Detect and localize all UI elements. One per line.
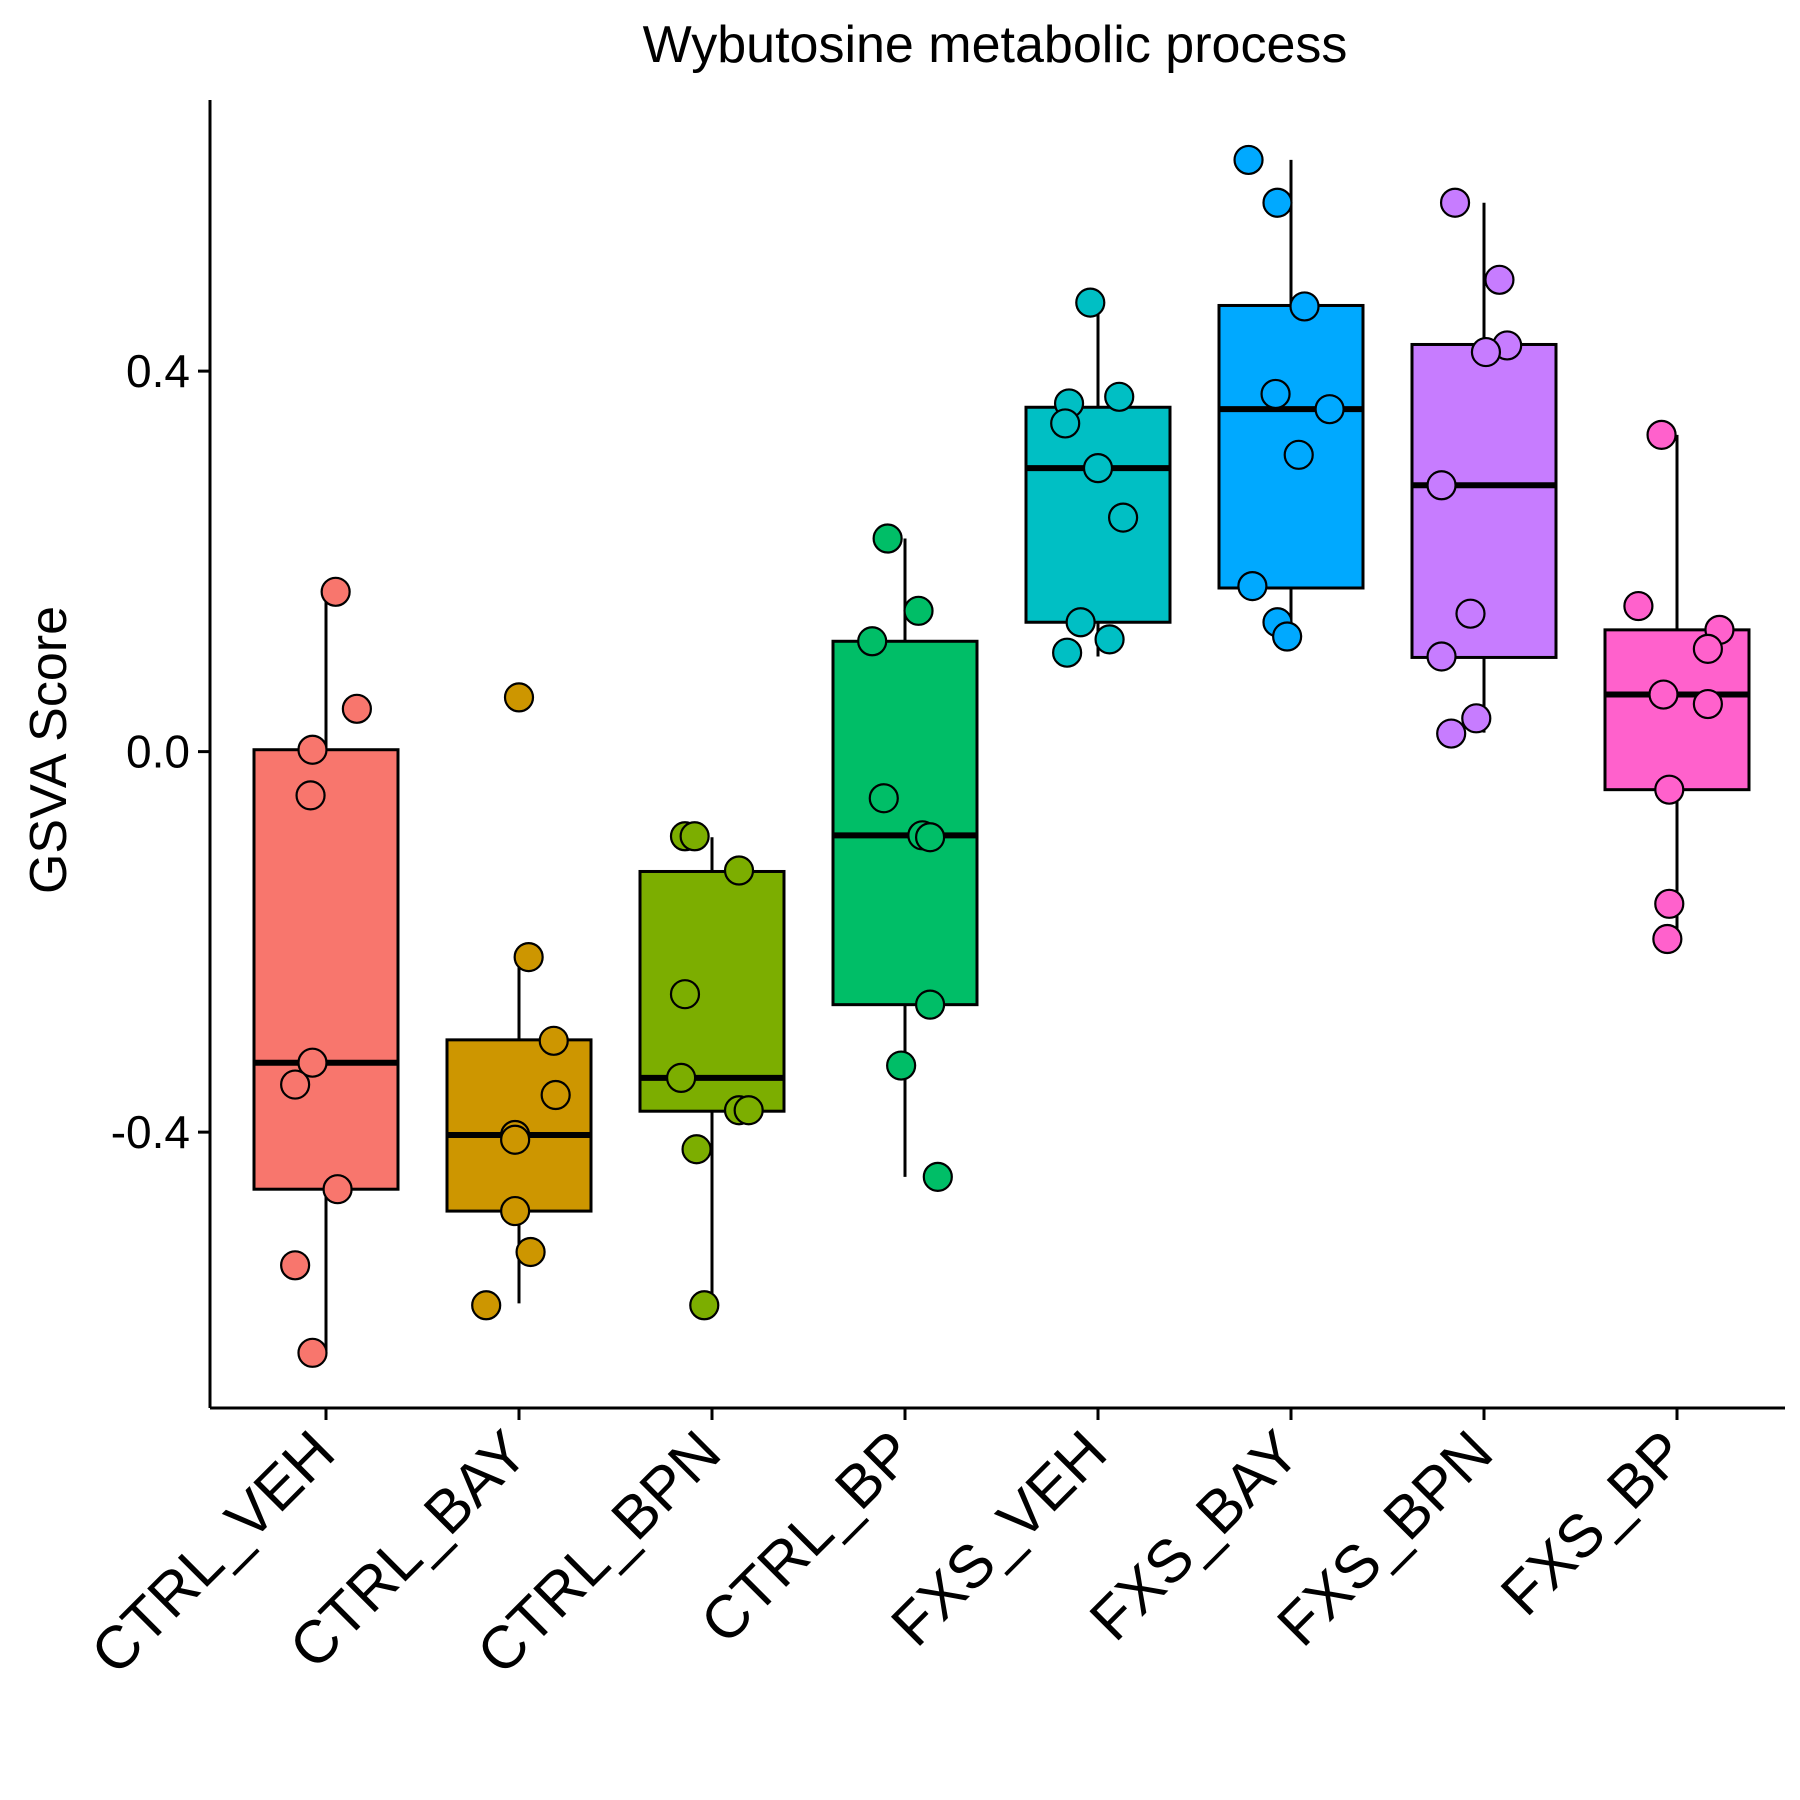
data-point <box>1314 394 1345 425</box>
data-point <box>297 1337 328 1368</box>
data-point <box>515 1236 546 1268</box>
box-body <box>638 869 786 1113</box>
data-point <box>1272 621 1303 652</box>
data-point <box>297 1047 328 1078</box>
data-point <box>540 1079 571 1111</box>
box-body <box>252 748 400 1191</box>
data-point <box>666 1062 697 1094</box>
data-point <box>280 1069 311 1100</box>
data-point <box>500 1195 531 1227</box>
data-point <box>733 1095 764 1126</box>
data-point <box>903 595 934 626</box>
box-fxs-veh <box>1024 304 1172 657</box>
data-point <box>1283 439 1314 470</box>
data-point <box>1426 641 1457 672</box>
data-point <box>1648 679 1679 710</box>
data-point <box>1107 502 1139 533</box>
data-point <box>1237 571 1268 602</box>
data-point <box>1439 187 1471 218</box>
data-point <box>689 1290 720 1321</box>
data-point <box>1461 703 1492 734</box>
data-point <box>1436 718 1467 749</box>
y-tick-label: 0.0 <box>126 726 190 778</box>
data-point <box>857 626 888 657</box>
data-point <box>1065 607 1096 638</box>
data-point <box>1654 888 1685 919</box>
box-ctrl-veh <box>252 589 400 1351</box>
data-point <box>322 1174 353 1205</box>
data-point <box>1052 637 1083 668</box>
data-point <box>513 941 544 973</box>
box-fxs-bpn <box>1410 202 1558 733</box>
data-point <box>500 1124 531 1155</box>
box-ctrl-bp <box>831 538 979 1177</box>
data-point <box>914 822 946 853</box>
data-point <box>1262 187 1293 218</box>
data-point <box>914 989 946 1020</box>
y-tick-label: -0.4 <box>111 1106 190 1158</box>
data-points <box>280 144 1735 1368</box>
data-point <box>1260 378 1291 410</box>
data-point <box>1692 633 1723 664</box>
box-body <box>831 639 979 1007</box>
data-point <box>341 693 372 724</box>
data-point <box>1233 144 1264 176</box>
data-point <box>1623 590 1654 622</box>
data-point <box>1692 688 1723 720</box>
x-tick-label: FXS_BP <box>1488 1418 1698 1628</box>
data-point <box>1426 470 1457 501</box>
box-ctrl-bpn <box>638 837 786 1304</box>
data-point <box>1455 598 1486 629</box>
data-point <box>872 523 903 554</box>
data-point <box>1289 291 1320 322</box>
data-point <box>723 855 755 886</box>
data-point <box>868 783 899 814</box>
data-point <box>1646 419 1677 450</box>
y-tick-label: 0.4 <box>126 345 190 397</box>
data-point <box>681 1134 712 1165</box>
box-fxs-bay <box>1217 159 1365 638</box>
data-point <box>295 780 326 811</box>
data-point <box>1050 408 1081 439</box>
box-body <box>1024 405 1172 624</box>
data-point <box>280 1250 311 1281</box>
data-point <box>471 1290 502 1321</box>
data-point <box>503 682 535 713</box>
data-point <box>1104 381 1135 412</box>
box-body <box>1410 342 1558 659</box>
data-point <box>679 821 710 852</box>
data-point <box>297 734 328 765</box>
data-point <box>669 979 701 1010</box>
data-point <box>538 1025 569 1056</box>
chart-title: Wybutosine metabolic process <box>643 16 1348 74</box>
boxes <box>252 159 1751 1351</box>
box-fxs-bp <box>1603 434 1751 940</box>
y-axis-label: GSVA Score <box>20 606 78 894</box>
data-point <box>922 1161 953 1192</box>
data-point <box>1075 287 1106 318</box>
data-point <box>1094 624 1125 655</box>
data-point <box>1652 923 1683 955</box>
data-point <box>1082 453 1114 484</box>
data-point <box>886 1050 917 1081</box>
data-point <box>1484 264 1515 295</box>
data-point <box>320 576 351 607</box>
data-point <box>1470 336 1502 368</box>
box-body <box>1603 628 1751 792</box>
data-point <box>1654 774 1685 805</box>
